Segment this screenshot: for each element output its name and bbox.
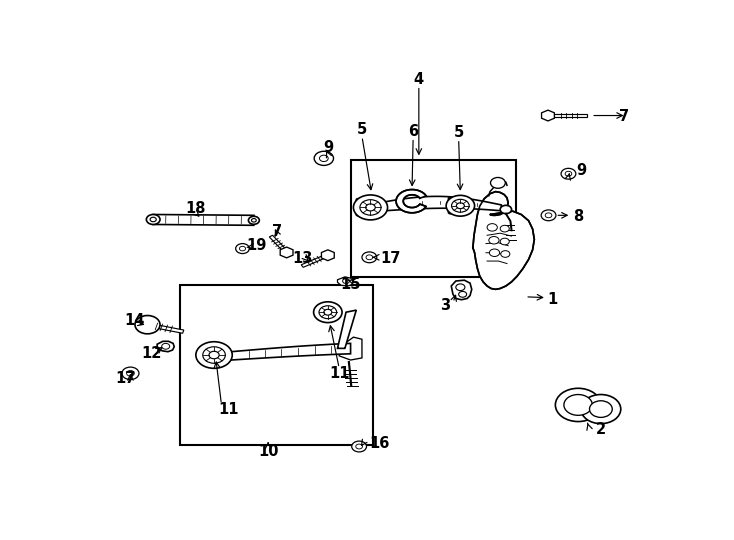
Text: 18: 18 xyxy=(186,201,206,216)
Bar xyxy=(351,160,515,277)
Polygon shape xyxy=(301,254,329,267)
Circle shape xyxy=(489,237,499,244)
Polygon shape xyxy=(338,310,356,348)
Circle shape xyxy=(565,171,572,176)
Polygon shape xyxy=(269,235,288,253)
Circle shape xyxy=(354,195,388,220)
Circle shape xyxy=(581,395,621,424)
Circle shape xyxy=(446,195,475,216)
Circle shape xyxy=(487,224,498,231)
Circle shape xyxy=(150,217,156,222)
Circle shape xyxy=(209,352,219,359)
Circle shape xyxy=(236,244,250,254)
Polygon shape xyxy=(231,343,351,360)
Circle shape xyxy=(541,210,556,221)
Circle shape xyxy=(561,168,576,179)
Text: 9: 9 xyxy=(576,163,586,178)
Text: 3: 3 xyxy=(440,299,451,313)
Circle shape xyxy=(122,367,139,380)
Circle shape xyxy=(135,315,160,334)
Polygon shape xyxy=(379,197,501,211)
Circle shape xyxy=(501,251,510,258)
Polygon shape xyxy=(548,114,586,117)
Text: 1: 1 xyxy=(548,292,558,307)
Text: 12: 12 xyxy=(141,346,161,361)
Text: 4: 4 xyxy=(414,72,424,87)
Text: 7: 7 xyxy=(272,224,282,239)
Text: 5: 5 xyxy=(454,125,464,140)
Text: 11: 11 xyxy=(218,402,239,417)
FancyBboxPatch shape xyxy=(448,198,465,214)
Circle shape xyxy=(366,204,375,211)
Polygon shape xyxy=(280,247,293,258)
Circle shape xyxy=(324,309,332,315)
Circle shape xyxy=(313,302,342,322)
Text: 17: 17 xyxy=(380,251,401,266)
Circle shape xyxy=(556,388,601,422)
Circle shape xyxy=(343,279,349,284)
Circle shape xyxy=(500,238,509,245)
Circle shape xyxy=(490,249,500,256)
Polygon shape xyxy=(396,190,426,213)
Circle shape xyxy=(500,205,512,214)
Circle shape xyxy=(252,219,256,222)
Circle shape xyxy=(352,441,366,452)
Circle shape xyxy=(196,342,232,368)
Text: 9: 9 xyxy=(323,140,333,156)
Text: 7: 7 xyxy=(619,109,629,124)
Text: 16: 16 xyxy=(368,436,389,451)
Polygon shape xyxy=(147,323,184,333)
Circle shape xyxy=(362,252,377,263)
Text: 2: 2 xyxy=(596,422,606,437)
Circle shape xyxy=(456,284,465,291)
Circle shape xyxy=(126,370,134,376)
Circle shape xyxy=(545,213,552,218)
Text: 14: 14 xyxy=(124,313,145,328)
Bar xyxy=(180,285,374,446)
Text: 11: 11 xyxy=(329,366,349,381)
Circle shape xyxy=(356,444,363,449)
FancyBboxPatch shape xyxy=(356,199,374,216)
Circle shape xyxy=(366,255,373,260)
Polygon shape xyxy=(153,214,254,225)
Circle shape xyxy=(161,343,170,349)
Circle shape xyxy=(239,246,246,251)
Circle shape xyxy=(457,203,465,208)
Circle shape xyxy=(500,225,509,232)
Polygon shape xyxy=(451,280,472,300)
Text: 13: 13 xyxy=(292,251,313,266)
Circle shape xyxy=(146,214,160,225)
Polygon shape xyxy=(157,341,174,352)
Polygon shape xyxy=(542,110,554,121)
Circle shape xyxy=(564,395,592,415)
Text: 15: 15 xyxy=(341,277,361,292)
Polygon shape xyxy=(338,277,354,286)
Text: 8: 8 xyxy=(573,209,584,224)
Circle shape xyxy=(319,155,328,161)
Circle shape xyxy=(459,292,467,297)
Polygon shape xyxy=(339,337,362,360)
Text: 17: 17 xyxy=(116,371,136,386)
Polygon shape xyxy=(473,192,534,289)
Circle shape xyxy=(589,401,612,417)
Text: 6: 6 xyxy=(408,124,418,139)
Polygon shape xyxy=(321,250,334,261)
Circle shape xyxy=(248,217,259,224)
Circle shape xyxy=(490,178,505,188)
Text: 10: 10 xyxy=(258,444,278,459)
Circle shape xyxy=(314,151,333,165)
Text: 19: 19 xyxy=(247,238,267,253)
Text: 5: 5 xyxy=(357,122,367,137)
